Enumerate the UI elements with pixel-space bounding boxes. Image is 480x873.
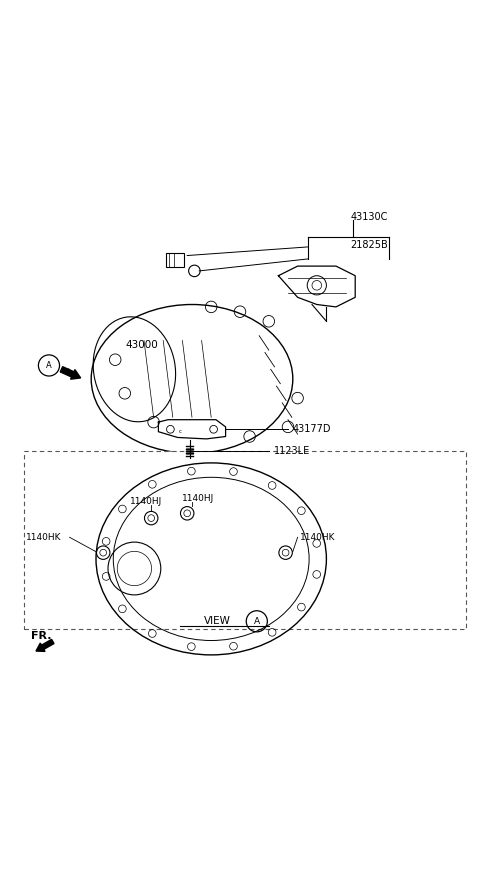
Text: FR.: FR. <box>31 630 52 641</box>
FancyBboxPatch shape <box>24 450 466 629</box>
FancyBboxPatch shape <box>166 252 184 267</box>
Text: 21825B: 21825B <box>350 240 388 251</box>
Text: 1140HJ: 1140HJ <box>130 497 162 505</box>
Text: 1140HJ: 1140HJ <box>182 494 215 504</box>
Text: 1140HK: 1140HK <box>26 533 62 542</box>
Text: 43000: 43000 <box>125 340 158 350</box>
Text: 1123LE: 1123LE <box>274 446 310 456</box>
Text: 43177D: 43177D <box>293 424 331 434</box>
FancyArrow shape <box>60 367 81 379</box>
FancyArrow shape <box>36 639 54 651</box>
Text: c: c <box>179 430 181 434</box>
Text: 43130C: 43130C <box>350 212 388 222</box>
Text: A: A <box>254 617 260 626</box>
Text: VIEW: VIEW <box>204 616 230 626</box>
Text: 1140HK: 1140HK <box>300 533 336 542</box>
Text: A: A <box>46 361 52 370</box>
